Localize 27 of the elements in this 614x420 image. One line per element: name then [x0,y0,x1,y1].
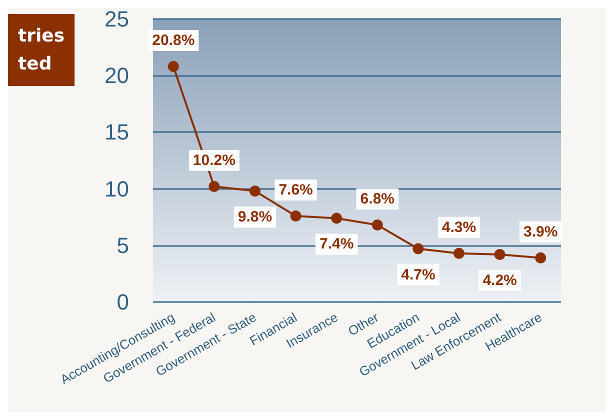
point [290,210,302,222]
y-tick-label: 25 [104,6,129,32]
text: tries ted [18,26,65,74]
data-label: 7.6% [278,181,313,198]
point [250,186,260,197]
y-tick-label: 5 [116,232,129,258]
data-label: 4.3% [442,218,476,236]
point [331,212,342,224]
y-tick-label: 20 [104,63,129,88]
y-tick-label: 0 [116,290,129,314]
y-tick-label: 15 [104,120,129,145]
data-label: 4.2% [482,272,517,289]
point [372,220,383,231]
data-label: 7.4% [320,236,354,253]
point [168,61,179,72]
point [454,248,464,259]
point [494,248,506,260]
data-label: 3.9% [524,223,558,240]
point [412,243,424,254]
y-tick-label: 10 [104,176,129,202]
data-label: 10.2% [192,152,236,170]
data-label: 6.8% [360,190,394,208]
point [535,252,546,264]
data-label: 9.8% [238,208,272,226]
data-label: 20.8% [152,32,195,50]
data-label: 4.7% [401,266,436,284]
point [208,181,220,192]
